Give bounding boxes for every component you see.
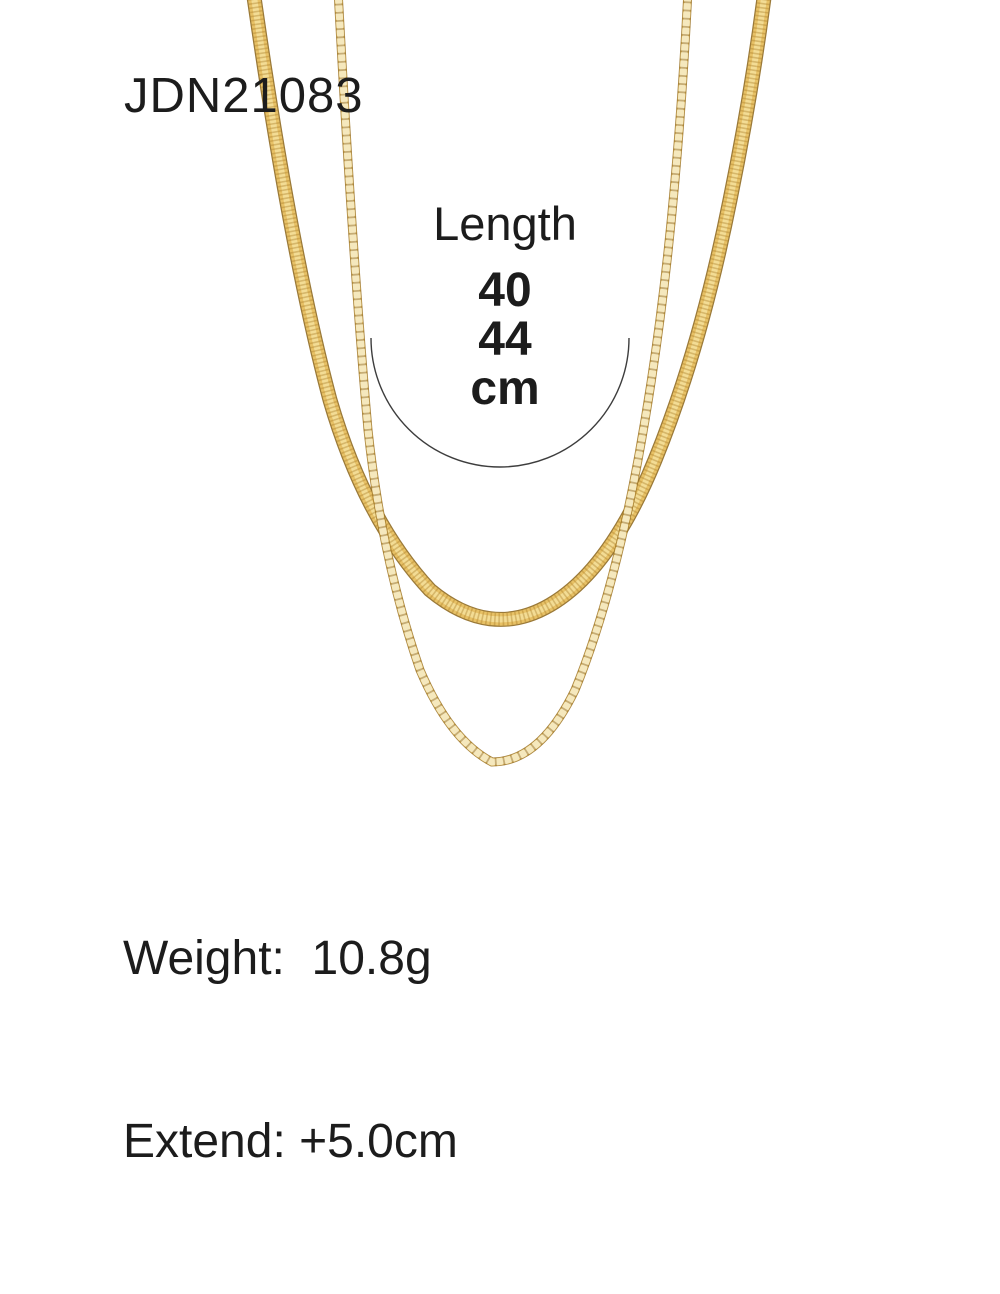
herringbone-chain-sheen <box>251 0 767 623</box>
weight-spec: Weight: 10.8g <box>123 932 432 985</box>
herringbone-chain <box>246 0 772 627</box>
extend-spec: Extend: +5.0cm <box>123 1115 458 1168</box>
length-value-40: 40 <box>478 264 532 317</box>
length-values: 40 44 cm <box>470 266 539 413</box>
rope-chain <box>334 0 692 767</box>
length-value-44: 44 <box>478 313 532 366</box>
length-label: Length <box>433 197 577 250</box>
product-code: JDN21083 <box>124 69 364 123</box>
length-unit: cm <box>470 362 540 415</box>
product-photo: JDN21083 Length 40 44 cm Weight: 10.8g E… <box>123 0 772 1168</box>
measure-arc <box>370 337 630 468</box>
rope-chain-twist-highlight <box>335 0 691 766</box>
specs-block: Weight: 10.8g Extend: +5.0cm <box>123 806 458 1294</box>
rope-chain-twist-shadow <box>334 0 692 767</box>
necklace-image <box>246 0 772 767</box>
